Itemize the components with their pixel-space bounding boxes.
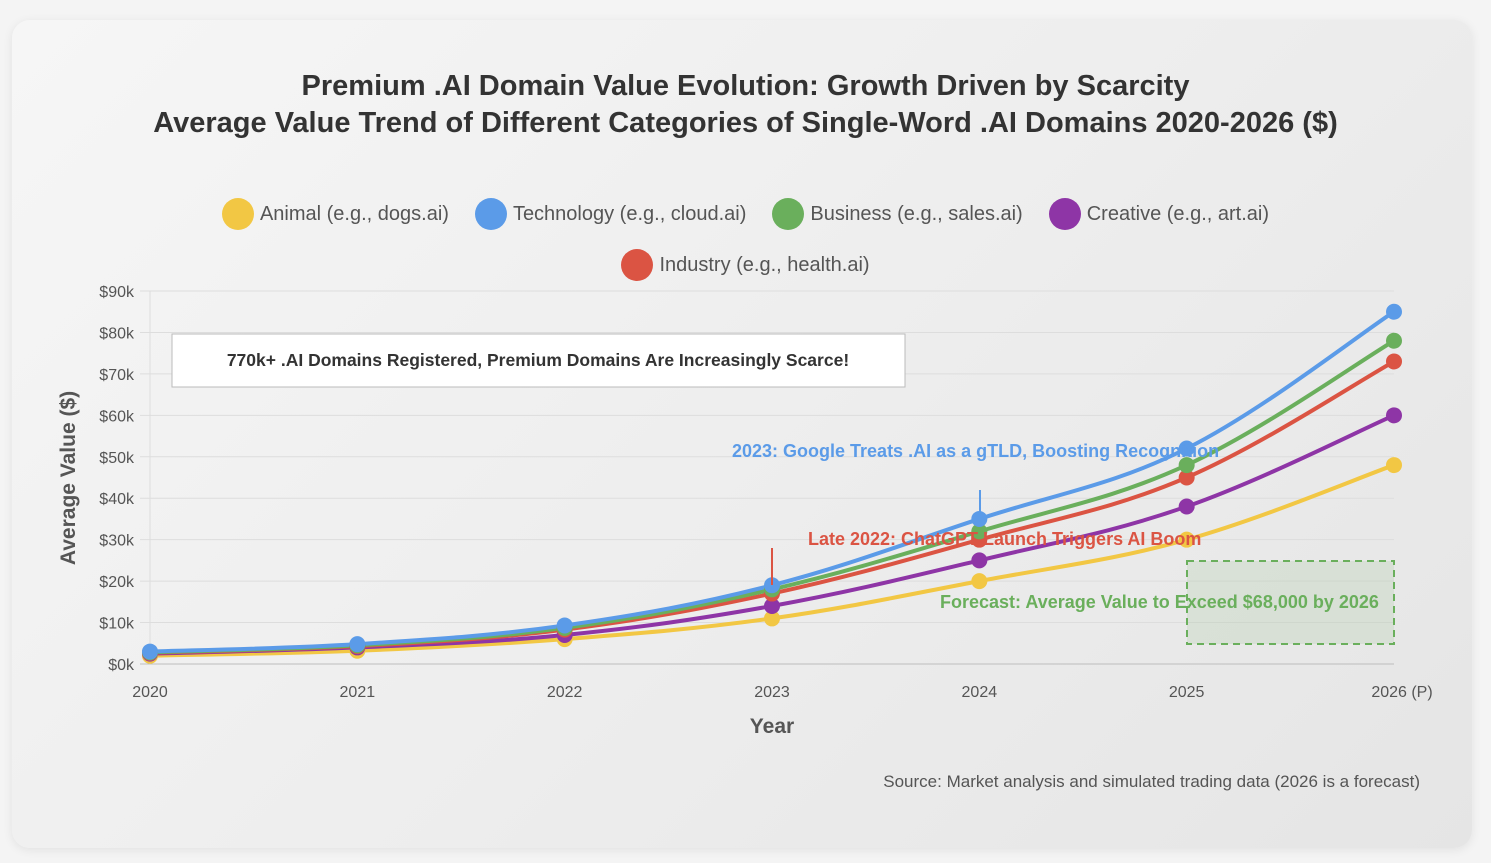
scarcity-annotation-box	[171, 333, 906, 388]
data-point-technology[interactable]	[349, 636, 366, 653]
legend-row-2: Industry (e.g., health.ai)	[0, 249, 1491, 281]
x-tick-label: 2026 (P)	[1371, 684, 1432, 701]
scarcity-annotation-text: 770k+ .AI Domains Registered, Premium Do…	[227, 350, 849, 370]
forecast-region	[1186, 560, 1395, 645]
x-tick-label: 2024	[962, 684, 998, 701]
x-axis-ticks: 2020 2021 2022 2023 2024 2025 2026 (P)	[132, 684, 1432, 701]
data-point-animal[interactable]	[971, 573, 988, 590]
legend-label-business: Business (e.g., sales.ai)	[810, 202, 1023, 225]
y-tick-label: $10k	[99, 616, 135, 633]
y-tick-label: $0k	[108, 657, 135, 674]
legend-label-industry: Industry (e.g., health.ai)	[659, 253, 870, 276]
legend-swatch-animal	[221, 198, 254, 230]
data-point-creative[interactable]	[764, 597, 780, 614]
y-tick-label: $40k	[99, 491, 135, 508]
chatgpt-annotation: Late 2022: ChatGPT Launch Triggers AI Bo…	[808, 529, 1201, 549]
legend-swatch-industry	[621, 249, 654, 281]
source-note: Source: Market analysis and simulated tr…	[883, 772, 1420, 791]
legend-item-industry[interactable]: Industry (e.g., health.ai)	[621, 249, 870, 281]
legend-item-animal[interactable]: Animal (e.g., dogs.ai)	[221, 198, 449, 230]
chart-card	[12, 20, 1472, 848]
data-point-animal[interactable]	[1386, 457, 1402, 474]
y-axis-ticks: $0k $10k $20k $30k $40k $50k $60k $70k $80k $90k	[99, 284, 135, 674]
legend-label-creative: Creative (e.g., art.ai)	[1086, 202, 1270, 225]
y-tick-label: $70k	[99, 367, 135, 384]
legend-label-animal: Animal (e.g., dogs.ai)	[259, 202, 449, 225]
data-point-business[interactable]	[971, 523, 988, 540]
y-tick-label: $60k	[99, 408, 135, 425]
x-tick-label: 2021	[340, 684, 376, 701]
y-axis-title: Average Value ($)	[57, 391, 80, 565]
y-tick-label: $20k	[99, 574, 135, 591]
x-tick-label: 2022	[547, 684, 583, 701]
data-point-creative[interactable]	[1386, 407, 1402, 424]
y-tick-label: $80k	[99, 325, 135, 342]
data-point-business[interactable]	[1386, 332, 1402, 349]
chart-title: Premium .AI Domain Value Evolution: Grow…	[301, 70, 1190, 102]
data-point-creative[interactable]	[1178, 498, 1195, 515]
y-tick-label: $50k	[99, 450, 135, 467]
data-point-creative[interactable]	[971, 552, 988, 569]
x-axis-title: Year	[750, 715, 794, 738]
data-point-technology[interactable]	[556, 617, 573, 634]
x-tick-label: 2025	[1169, 684, 1205, 701]
data-point-animal[interactable]	[1178, 531, 1195, 548]
forecast-annotation: Forecast: Average Value to Exceed $68,00…	[940, 592, 1379, 612]
data-point-industry[interactable]	[1178, 469, 1195, 486]
x-tick-label: 2023	[754, 684, 790, 701]
data-point-industry[interactable]	[1386, 353, 1402, 370]
chart-subtitle: Average Value Trend of Different Categor…	[153, 107, 1338, 139]
legend-row-1: Animal (e.g., dogs.ai) Technology (e.g.,…	[0, 198, 1491, 230]
legend-label-technology: Technology (e.g., cloud.ai)	[512, 202, 747, 225]
data-point-business[interactable]	[1178, 457, 1195, 474]
series-points	[142, 303, 1402, 664]
legend-item-creative[interactable]: Creative (e.g., art.ai)	[1048, 198, 1270, 230]
data-point-technology[interactable]	[1178, 440, 1195, 457]
x-tick-label: 2020	[132, 684, 168, 701]
data-point-technology[interactable]	[764, 577, 780, 594]
y-tick-label: $30k	[99, 533, 135, 550]
data-point-technology[interactable]	[142, 643, 158, 660]
legend-swatch-business	[772, 198, 805, 230]
data-point-animal[interactable]	[764, 610, 780, 627]
data-point-technology[interactable]	[1386, 303, 1402, 320]
legend-swatch-technology	[474, 198, 507, 230]
legend-item-technology[interactable]: Technology (e.g., cloud.ai)	[474, 198, 747, 230]
google-annotation: 2023: Google Treats .AI as a gTLD, Boost…	[732, 441, 1219, 461]
y-tick-label: $90k	[99, 284, 135, 301]
legend-swatch-creative	[1048, 198, 1081, 230]
legend-item-business[interactable]: Business (e.g., sales.ai)	[772, 198, 1023, 230]
